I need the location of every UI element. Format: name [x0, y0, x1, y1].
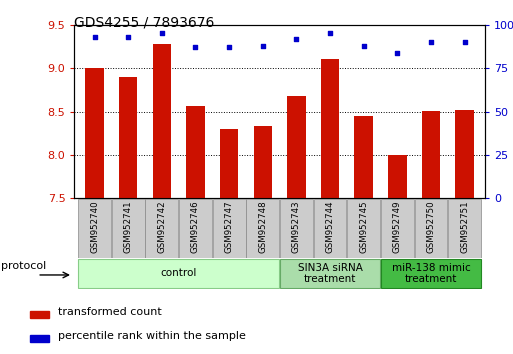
Point [292, 36, 301, 41]
Text: GSM952748: GSM952748 [258, 201, 267, 253]
Bar [186, 106, 205, 198]
FancyBboxPatch shape [213, 199, 246, 258]
FancyBboxPatch shape [448, 199, 481, 258]
Point [259, 43, 267, 48]
Text: miR-138 mimic
treatment: miR-138 mimic treatment [391, 263, 470, 284]
Point [326, 30, 334, 36]
Point [360, 43, 368, 48]
Text: control: control [161, 268, 197, 279]
FancyBboxPatch shape [145, 199, 179, 258]
FancyBboxPatch shape [112, 199, 145, 258]
FancyBboxPatch shape [381, 259, 481, 288]
Bar [287, 96, 306, 198]
FancyBboxPatch shape [381, 199, 414, 258]
Bar [30, 311, 49, 318]
FancyBboxPatch shape [347, 199, 380, 258]
Bar [220, 129, 239, 198]
Bar [456, 110, 474, 198]
Text: GSM952743: GSM952743 [292, 201, 301, 253]
Point [225, 45, 233, 50]
FancyBboxPatch shape [78, 259, 279, 288]
Text: GSM952750: GSM952750 [426, 201, 436, 253]
Text: GSM952749: GSM952749 [393, 201, 402, 253]
Text: percentile rank within the sample: percentile rank within the sample [58, 331, 246, 341]
Bar [321, 59, 339, 198]
Text: GSM952742: GSM952742 [157, 201, 166, 253]
Text: transformed count: transformed count [58, 307, 162, 317]
FancyBboxPatch shape [280, 259, 380, 288]
FancyBboxPatch shape [78, 199, 111, 258]
Text: GDS4255 / 7893676: GDS4255 / 7893676 [74, 16, 215, 30]
Bar [30, 335, 49, 342]
Bar [119, 77, 137, 198]
Bar [354, 116, 373, 198]
Text: SIN3A siRNA
treatment: SIN3A siRNA treatment [298, 263, 363, 284]
Text: GSM952744: GSM952744 [326, 201, 334, 253]
Text: GSM952741: GSM952741 [124, 201, 133, 253]
Point [427, 39, 435, 45]
Point [90, 34, 98, 40]
Text: protocol: protocol [2, 261, 47, 271]
Point [191, 45, 200, 50]
FancyBboxPatch shape [415, 199, 447, 258]
FancyBboxPatch shape [280, 199, 313, 258]
FancyBboxPatch shape [179, 199, 212, 258]
FancyBboxPatch shape [246, 199, 279, 258]
Bar [253, 126, 272, 198]
Text: GSM952746: GSM952746 [191, 201, 200, 253]
Bar [422, 111, 440, 198]
Bar [85, 68, 104, 198]
Point [157, 30, 166, 36]
Text: GSM952751: GSM952751 [460, 201, 469, 253]
Bar [388, 155, 407, 198]
Text: GSM952745: GSM952745 [359, 201, 368, 253]
Bar [152, 44, 171, 198]
Text: GSM952747: GSM952747 [225, 201, 233, 253]
Point [393, 50, 402, 55]
Text: GSM952740: GSM952740 [90, 201, 99, 253]
Point [124, 34, 132, 40]
Point [461, 39, 469, 45]
FancyBboxPatch shape [313, 199, 346, 258]
